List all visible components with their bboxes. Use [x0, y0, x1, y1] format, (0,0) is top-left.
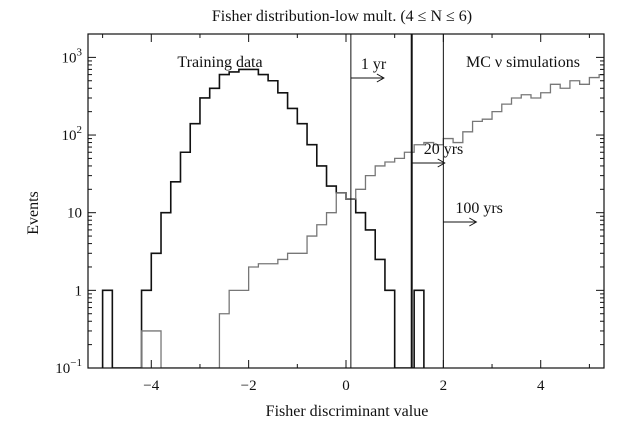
- y-tick-label: 103: [62, 46, 83, 66]
- series-training-data: [101, 68, 425, 368]
- plot-frame: [87, 33, 605, 369]
- y-tick-label: 10: [67, 206, 82, 222]
- x-tick-label: 0: [342, 378, 350, 394]
- x-tick-label: 4: [537, 378, 545, 394]
- cut-label-3: 100 yrs: [455, 200, 503, 217]
- x-tick-label: 2: [440, 378, 448, 394]
- series-label-mc-simulations: MC ν simulations: [466, 54, 580, 71]
- series-mc-simulations: [131, 73, 604, 368]
- chart-title: Fisher distribution-low mult. (4 ≤ N ≤ 6…: [212, 8, 472, 25]
- y-axis-label: Events: [25, 191, 42, 235]
- cut-arrow-head-3: [469, 217, 478, 227]
- cut-arrow-head-2: [437, 158, 446, 168]
- x-tick-label: −4: [143, 378, 159, 394]
- series-label-training-data: Training data: [177, 54, 262, 71]
- cut-arrow-head-1: [376, 73, 385, 83]
- y-tick-label: 102: [62, 124, 83, 144]
- y-tick-label: 10−1: [55, 357, 82, 377]
- y-tick-label: 1: [75, 283, 83, 299]
- x-axis-label: Fisher discriminant value: [266, 403, 429, 420]
- x-tick-label: −2: [241, 378, 257, 394]
- cut-label-1: 1 yr: [361, 56, 387, 73]
